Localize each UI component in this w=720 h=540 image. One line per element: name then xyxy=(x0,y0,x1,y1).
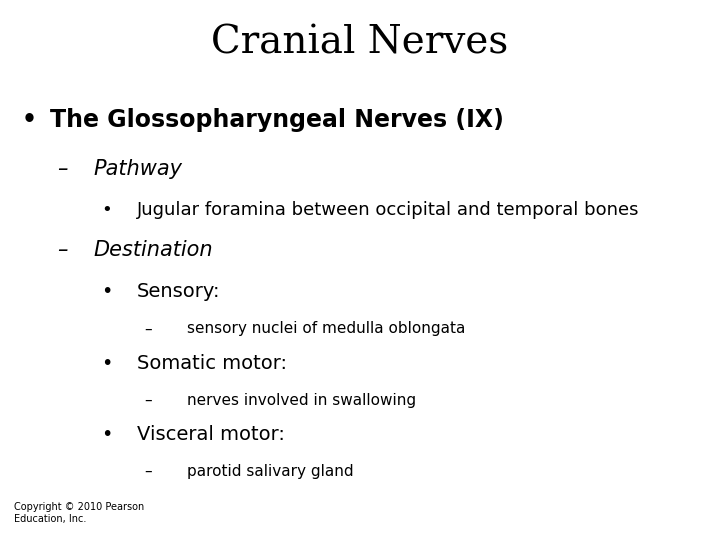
Text: •: • xyxy=(101,282,112,301)
Text: –: – xyxy=(58,159,68,179)
Text: –: – xyxy=(144,464,152,479)
Text: •: • xyxy=(101,425,112,444)
Text: –: – xyxy=(58,240,68,260)
Text: The Glossopharyngeal Nerves (IX): The Glossopharyngeal Nerves (IX) xyxy=(50,108,504,132)
Text: •: • xyxy=(101,354,112,373)
Text: Jugular foramina between occipital and temporal bones: Jugular foramina between occipital and t… xyxy=(137,201,639,219)
Text: sensory nuclei of medulla oblongata: sensory nuclei of medulla oblongata xyxy=(187,321,466,336)
Text: Copyright © 2010 Pearson
Education, Inc.: Copyright © 2010 Pearson Education, Inc. xyxy=(14,502,145,524)
Text: •: • xyxy=(101,201,112,219)
Text: Visceral motor:: Visceral motor: xyxy=(137,425,284,444)
Text: Somatic motor:: Somatic motor: xyxy=(137,354,287,373)
Text: Destination: Destination xyxy=(94,240,213,260)
Text: Cranial Nerves: Cranial Nerves xyxy=(212,24,508,62)
Text: –: – xyxy=(144,393,152,408)
Text: Pathway: Pathway xyxy=(94,159,183,179)
Text: parotid salivary gland: parotid salivary gland xyxy=(187,464,354,479)
Text: –: – xyxy=(144,321,152,336)
Text: nerves involved in swallowing: nerves involved in swallowing xyxy=(187,393,416,408)
Text: •: • xyxy=(22,108,37,132)
Text: Sensory:: Sensory: xyxy=(137,282,220,301)
